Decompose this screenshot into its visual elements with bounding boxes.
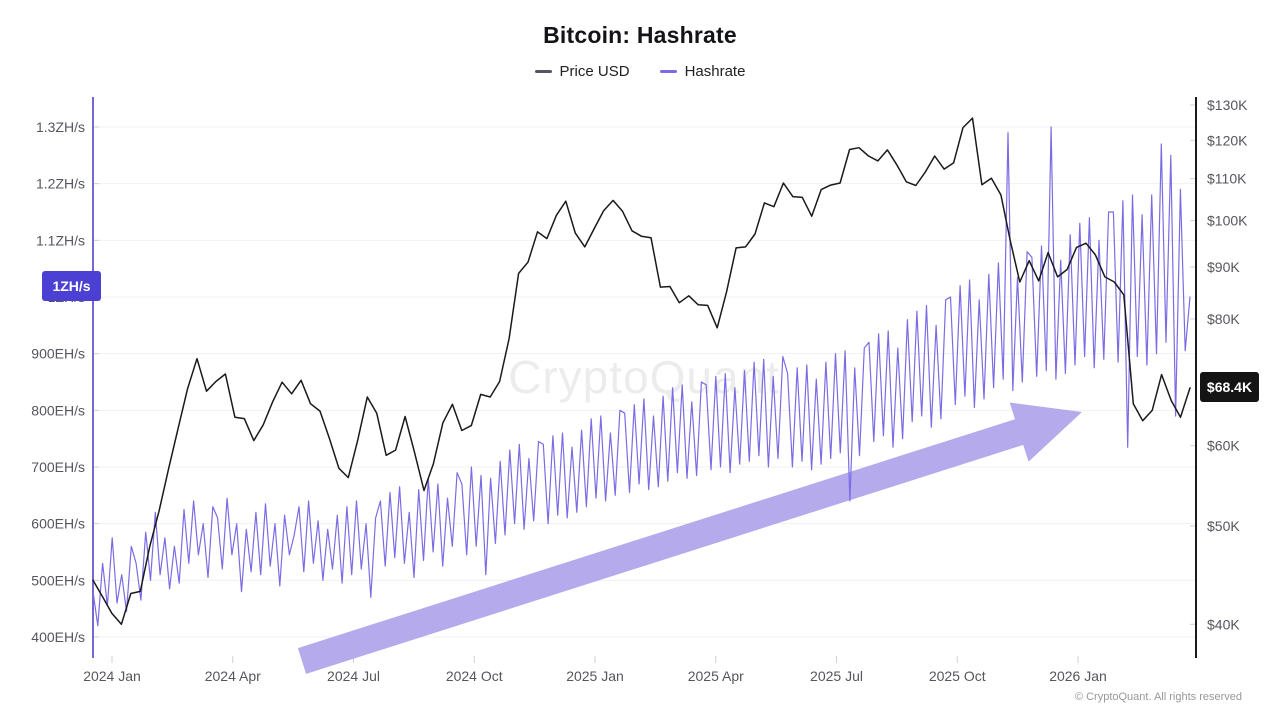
chart-title: Bitcoin: Hashrate — [543, 22, 737, 48]
right-axis-tick-label: $130K — [1207, 97, 1248, 113]
legend: Price USD Hashrate — [0, 63, 1280, 80]
x-axis-tick-label: 2025 Apr — [688, 668, 744, 684]
x-axis-tick-label: 2026 Jan — [1049, 668, 1107, 684]
left-axis-tick-label: 700EH/s — [31, 459, 85, 475]
left-axis-tick-label: 1.2ZH/s — [36, 176, 85, 192]
right-axis-tick-label: $60K — [1207, 438, 1240, 454]
left-axis-tick-label: 1.1ZH/s — [36, 232, 85, 248]
x-axis-tick-label: 2024 Oct — [446, 668, 503, 684]
left-axis-tick-label: 400EH/s — [31, 629, 85, 645]
left-axis-tick-label: 500EH/s — [31, 572, 85, 588]
right-axis-tick-label: $100K — [1207, 213, 1248, 229]
right-axis-tick-label: $90K — [1207, 259, 1240, 275]
x-axis-tick-label: 2024 Jul — [327, 668, 380, 684]
x-axis-tick-label: 2025 Oct — [929, 668, 986, 684]
x-axis-tick-label: 2024 Apr — [205, 668, 261, 684]
watermark: CryptoQuant — [508, 351, 780, 403]
x-axis-tick-label: 2024 Jan — [83, 668, 141, 684]
right-axis-tick-label: $110K — [1207, 171, 1247, 187]
right-axis-tick-label: $80K — [1207, 311, 1240, 327]
legend-label-price: Price USD — [559, 63, 630, 80]
right-axis-tick-label: $50K — [1207, 518, 1240, 534]
left-axis-tick-label: 900EH/s — [31, 346, 85, 362]
right-axis-tick-label: $120K — [1207, 132, 1248, 148]
left-axis-tick-label: 800EH/s — [31, 402, 85, 418]
price-series-dash-icon — [534, 70, 552, 73]
hashrate-series-dash-icon — [659, 70, 677, 73]
price-highlight-badge: $68.4K — [1200, 372, 1259, 402]
uptrend-arrow — [297, 402, 1082, 674]
copyright-footer: © CryptoQuant. All rights reserved — [1074, 691, 1242, 703]
legend-item-hashrate[interactable]: Hashrate — [659, 63, 746, 80]
legend-item-price[interactable]: Price USD — [534, 63, 630, 80]
left-axis-tick-label: 1.3ZH/s — [36, 119, 85, 135]
x-axis-tick-label: 2025 Jul — [810, 668, 863, 684]
right-axis-tick-label: $40K — [1207, 616, 1240, 632]
hashrate-highlight-badge: 1ZH/s — [42, 271, 101, 301]
x-axis-tick-label: 2025 Jan — [566, 668, 624, 684]
left-axis-tick-label: 600EH/s — [31, 516, 85, 532]
hashrate-line — [92, 126, 1191, 627]
price-line — [92, 117, 1191, 626]
legend-label-hashrate: Hashrate — [684, 63, 746, 80]
